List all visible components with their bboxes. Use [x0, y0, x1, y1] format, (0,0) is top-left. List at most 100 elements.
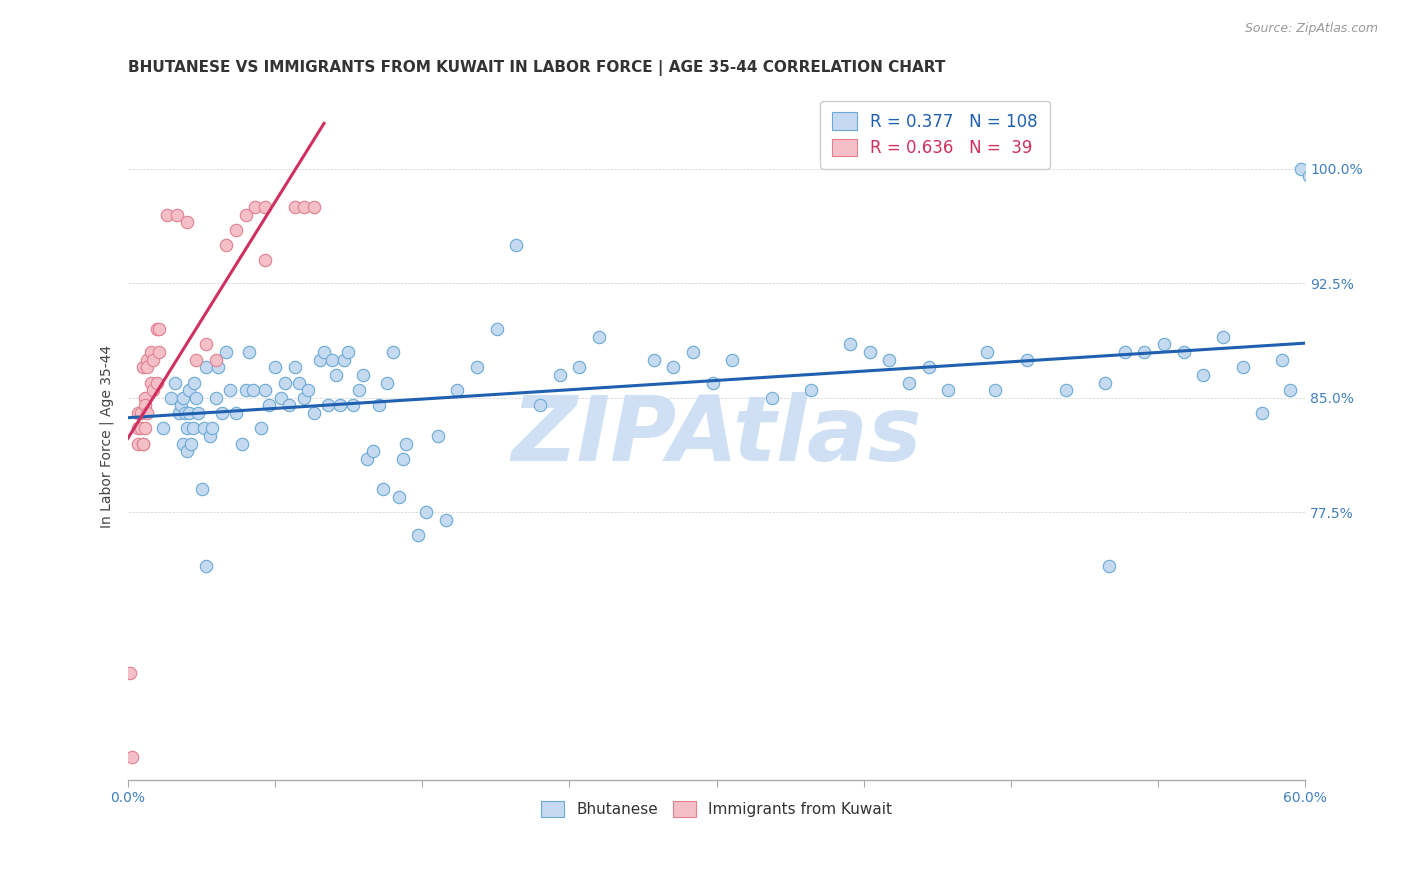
Point [325, 368, 347, 382]
Point [183, 376, 205, 390]
Point [191, 483, 214, 497]
Point [235, 383, 257, 397]
Point [1153, 337, 1175, 351]
Point [218, 383, 240, 397]
Point [134, 421, 156, 435]
Point [172, 391, 194, 405]
Point [136, 360, 159, 375]
Point [446, 383, 468, 397]
Point [349, 383, 371, 397]
Point [588, 330, 610, 344]
Point [375, 376, 398, 390]
Point [465, 360, 488, 375]
Text: BHUTANESE VS IMMIGRANTS FROM KUWAIT IN LABOR FORCE | AGE 35-44 CORRELATION CHART: BHUTANESE VS IMMIGRANTS FROM KUWAIT IN L… [128, 60, 945, 76]
Point [132, 436, 155, 450]
Point [1015, 352, 1038, 367]
Point [702, 376, 724, 390]
Point [1098, 558, 1121, 573]
Point [381, 345, 404, 359]
Text: Source: ZipAtlas.com: Source: ZipAtlas.com [1244, 22, 1378, 36]
Point [406, 528, 429, 542]
Point [235, 208, 257, 222]
Point [195, 337, 218, 351]
Point [284, 200, 307, 214]
Point [336, 345, 359, 359]
Point [127, 436, 149, 450]
Point [485, 322, 508, 336]
Point [195, 558, 218, 573]
Point [548, 368, 571, 382]
Point [426, 429, 449, 443]
Point [897, 376, 920, 390]
Point [167, 406, 190, 420]
Y-axis label: In Labor Force | Age 35-44: In Labor Force | Age 35-44 [100, 344, 114, 527]
Point [148, 345, 170, 359]
Point [245, 200, 267, 214]
Point [1114, 345, 1136, 359]
Point [131, 406, 153, 420]
Point [187, 406, 209, 420]
Point [176, 444, 198, 458]
Point [568, 360, 591, 375]
Point [231, 436, 253, 450]
Point [172, 436, 194, 450]
Point [152, 421, 174, 435]
Point [368, 399, 391, 413]
Point [176, 215, 198, 229]
Point [1298, 169, 1320, 184]
Point [176, 421, 198, 435]
Point [131, 421, 153, 435]
Point [142, 383, 165, 397]
Point [1094, 376, 1116, 390]
Point [297, 383, 319, 397]
Point [1291, 161, 1313, 176]
Point [415, 505, 437, 519]
Point [302, 406, 325, 420]
Point [984, 383, 1007, 397]
Point [1173, 345, 1195, 359]
Point [225, 223, 247, 237]
Point [254, 383, 277, 397]
Point [270, 391, 292, 405]
Point [761, 391, 783, 405]
Point [134, 399, 156, 413]
Point [1278, 383, 1301, 397]
Point [118, 665, 141, 680]
Point [242, 383, 264, 397]
Point [292, 200, 315, 214]
Point [395, 436, 418, 450]
Point [134, 391, 156, 405]
Point [198, 429, 221, 443]
Point [166, 208, 188, 222]
Point [264, 360, 287, 375]
Point [180, 436, 202, 450]
Point [682, 345, 704, 359]
Point [388, 490, 411, 504]
Point [215, 238, 238, 252]
Point [146, 376, 169, 390]
Point [662, 360, 685, 375]
Point [302, 200, 325, 214]
Point [312, 345, 335, 359]
Point [316, 399, 339, 413]
Point [721, 352, 744, 367]
Point [132, 436, 155, 450]
Point [254, 200, 277, 214]
Text: ZIPAtlas: ZIPAtlas [512, 392, 922, 480]
Point [1133, 345, 1156, 359]
Point [277, 399, 299, 413]
Point [352, 368, 374, 382]
Point [1054, 383, 1077, 397]
Point [1192, 368, 1215, 382]
Point [146, 322, 169, 336]
Point [976, 345, 998, 359]
Point [141, 376, 163, 390]
Point [936, 383, 959, 397]
Point [859, 345, 882, 359]
Point [205, 391, 228, 405]
Point [356, 451, 378, 466]
Point [342, 399, 364, 413]
Point [877, 352, 900, 367]
Point [215, 345, 238, 359]
Point [141, 345, 163, 359]
